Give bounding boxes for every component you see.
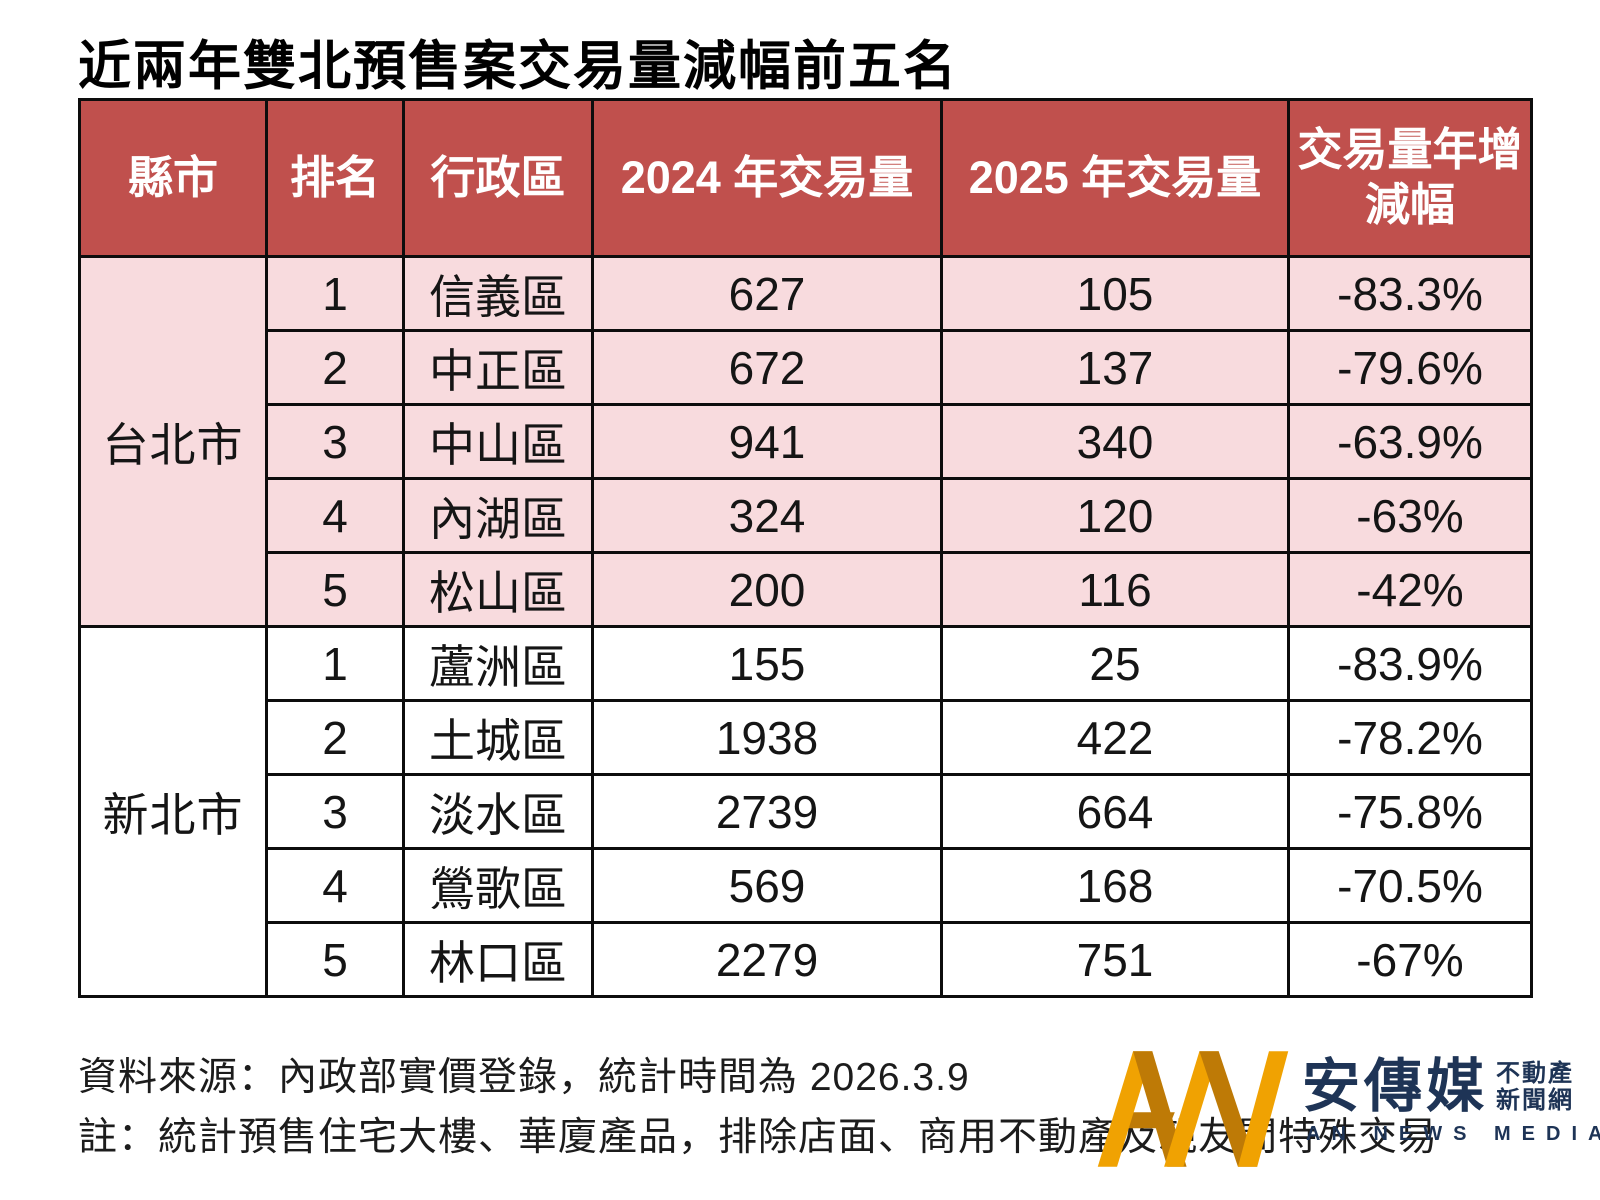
rank-cell: 3 — [265, 773, 405, 850]
vol-2025-cell: 120 — [940, 477, 1290, 554]
change-cell: -67% — [1287, 921, 1533, 998]
city-cell-new-taipei: 新北市 — [78, 625, 268, 998]
change-cell: -63.9% — [1287, 403, 1533, 480]
logo-text: 安傳媒 不動產 新聞網 AN NEWS MEDIA — [1302, 1058, 1600, 1146]
logo-subtitle: AN NEWS MEDIA — [1306, 1123, 1600, 1145]
district-cell: 淡水區 — [402, 773, 594, 850]
logo-tagline: 不動產 新聞網 — [1496, 1060, 1574, 1114]
rank-cell: 1 — [265, 255, 405, 332]
vol-2024-cell: 324 — [591, 477, 943, 554]
vol-2024-cell: 941 — [591, 403, 943, 480]
vol-2024-cell: 155 — [591, 625, 943, 702]
col-header-rank: 排名 — [265, 98, 405, 258]
page-title: 近兩年雙北預售案交易量減幅前五名 — [78, 37, 958, 96]
change-cell: -63% — [1287, 477, 1533, 554]
vol-2025-cell: 137 — [940, 329, 1290, 406]
change-cell: -78.2% — [1287, 699, 1533, 776]
rank-cell: 2 — [265, 329, 405, 406]
table-row: 2 土城區 1938 422 -78.2% — [80, 699, 1533, 776]
logo-brand-name: 安傳媒 — [1302, 1054, 1489, 1119]
vol-2024-cell: 1938 — [591, 699, 943, 776]
change-cell: -83.9% — [1287, 625, 1533, 702]
district-cell: 中正區 — [402, 329, 594, 406]
district-cell: 鶯歌區 — [402, 847, 594, 924]
district-cell: 內湖區 — [402, 477, 594, 554]
vol-2024-cell: 672 — [591, 329, 943, 406]
city-cell-taipei: 台北市 — [78, 255, 268, 628]
rank-cell: 3 — [265, 403, 405, 480]
vol-2025-cell: 340 — [940, 403, 1290, 480]
table-row: 2 中正區 672 137 -79.6% — [80, 329, 1533, 406]
table-row: 3 淡水區 2739 664 -75.8% — [80, 773, 1533, 850]
vol-2025-cell: 116 — [940, 551, 1290, 628]
table-header: 縣市 排名 行政區 2024 年交易量 2025 年交易量 交易量年增 減幅 — [78, 98, 1533, 258]
vol-2024-cell: 569 — [591, 847, 943, 924]
logo-tagline-line2: 新聞網 — [1496, 1087, 1575, 1114]
vol-2024-cell: 2279 — [591, 921, 943, 998]
col-header-2024-volume: 2024 年交易量 — [591, 98, 943, 258]
rank-cell: 5 — [265, 551, 405, 628]
change-cell: -75.8% — [1287, 773, 1533, 850]
district-cell: 松山區 — [402, 551, 594, 628]
taipei-group: 台北市 1 信義區 627 105 -83.3% 2 中正區 672 137 -… — [78, 255, 1533, 628]
vol-2024-cell: 627 — [591, 255, 943, 332]
rank-cell: 2 — [265, 699, 405, 776]
col-header-city: 縣市 — [78, 98, 268, 258]
col-header-yoy-change-line2: 減幅 — [1364, 179, 1455, 230]
vol-2025-cell: 664 — [940, 773, 1290, 850]
vol-2025-cell: 751 — [940, 921, 1290, 998]
table-row: 3 中山區 941 340 -63.9% — [80, 403, 1533, 480]
header-row: 縣市 排名 行政區 2024 年交易量 2025 年交易量 交易量年增 減幅 — [78, 98, 1533, 258]
new-taipei-group: 新北市 1 蘆洲區 155 25 -83.9% 2 土城區 1938 422 -… — [78, 625, 1533, 998]
methodology-note: 註：統計預售住宅大樓、華廈產品，排除店面、商用不動產及親友間特殊交易 — [78, 1116, 1439, 1159]
district-cell: 信義區 — [402, 255, 594, 332]
vol-2025-cell: 422 — [940, 699, 1290, 776]
brand-logo: 安傳媒 不動產 新聞網 AN NEWS MEDIA — [1090, 1048, 1600, 1178]
table-row: 4 鶯歌區 569 168 -70.5% — [80, 847, 1533, 924]
vol-2025-cell: 25 — [940, 625, 1290, 702]
vol-2025-cell: 168 — [940, 847, 1290, 924]
col-header-2025-volume: 2025 年交易量 — [940, 98, 1290, 258]
rank-cell: 5 — [265, 921, 405, 998]
table-row: 新北市 1 蘆洲區 155 25 -83.9% — [78, 625, 1533, 998]
table-row: 台北市 1 信義區 627 105 -83.3% — [78, 255, 1533, 628]
table-row: 5 松山區 200 116 -42% — [80, 551, 1533, 628]
an-monogram-icon — [1097, 1051, 1289, 1167]
change-cell: -79.6% — [1287, 329, 1533, 406]
change-cell: -83.3% — [1287, 255, 1533, 332]
vol-2024-cell: 2739 — [591, 773, 943, 850]
rank-cell: 4 — [265, 477, 405, 554]
vol-2025-cell: 105 — [940, 255, 1290, 332]
col-header-yoy-change: 交易量年增 減幅 — [1287, 98, 1533, 258]
district-cell: 林口區 — [402, 921, 594, 998]
vol-2024-cell: 200 — [591, 551, 943, 628]
col-header-district: 行政區 — [402, 98, 594, 258]
change-cell: -42% — [1287, 551, 1533, 628]
district-cell: 蘆洲區 — [402, 625, 594, 702]
district-cell: 中山區 — [402, 403, 594, 480]
district-cell: 土城區 — [402, 699, 594, 776]
data-source-note: 資料來源：內政部實價登錄，統計時間為 2026.3.9 — [78, 1056, 970, 1099]
table-row: 5 林口區 2279 751 -67% — [80, 921, 1533, 998]
change-cell: -70.5% — [1287, 847, 1533, 924]
rank-cell: 4 — [265, 847, 405, 924]
table-row: 4 內湖區 324 120 -63% — [80, 477, 1533, 554]
col-header-yoy-change-line1: 交易量年增 — [1297, 124, 1523, 176]
transactions-table: 縣市 排名 行政區 2024 年交易量 2025 年交易量 交易量年增 減幅 台… — [78, 98, 1533, 998]
logo-tagline-line1: 不動產 — [1496, 1060, 1575, 1087]
rank-cell: 1 — [265, 625, 405, 702]
